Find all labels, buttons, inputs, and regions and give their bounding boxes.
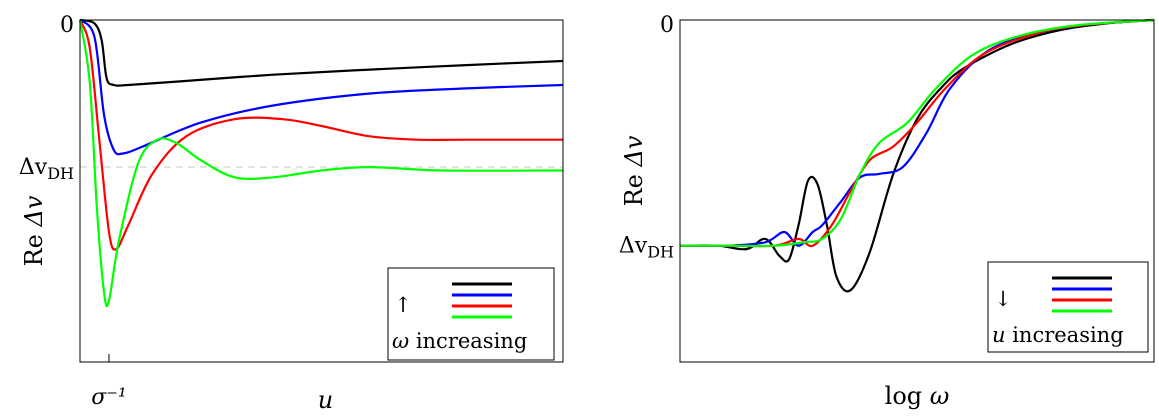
series-line-0 [79,18,564,87]
series-line-1 [79,19,564,156]
plot-frame [79,19,564,363]
legend: ↑ ω increasing [387,267,555,361]
series-line-2 [679,18,1155,248]
legend-arrow: ↓ [994,287,1012,311]
legend-label: u increasing [992,323,1124,347]
y-tick-label: ΔvDH [619,234,674,262]
series-line-1 [679,18,1155,248]
x-axis-label: log ω [885,382,950,410]
x-tick-label: σ⁻¹ [91,385,126,410]
series-line-3 [679,18,1155,248]
y-axis-label: Re Δv [620,135,648,206]
series-line-3 [78,19,564,308]
y-tick-label: 0 [660,13,674,38]
y-axis-label: Re Δv [20,195,48,266]
chart-right: 0 ΔvDH log ω Re Δv ↓ u increasing [619,13,1155,410]
series-line-0 [679,18,1155,293]
series-line-2 [78,19,563,251]
legend-arrow: ↑ [394,293,412,317]
legend-label: ω increasing [392,329,527,353]
legend: ↓ u increasing [987,261,1149,353]
y-tick-label: 0 [60,13,74,38]
y-tick-label: ΔvDH [19,155,74,183]
chart-left: 0 ΔvDH σ⁻¹ u Re Δv ↑ ω increasing [19,13,564,414]
plot-frame [679,19,1155,363]
x-axis-label: u [318,386,333,414]
